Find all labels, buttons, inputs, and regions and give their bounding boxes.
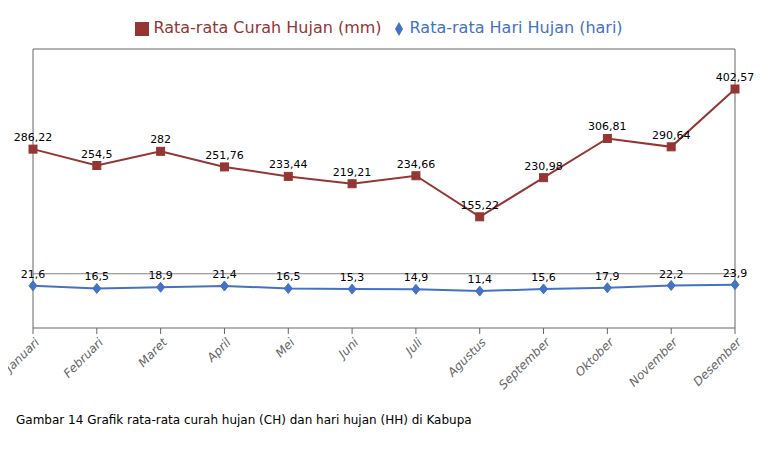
html-text:Rata-rata Curah Hujan (mm): Rata-rata Curah Hujan (mm) xyxy=(153,18,382,37)
svg-text:15,3: 15,3 xyxy=(340,271,365,284)
svg-text:Agustus: Agustus xyxy=(444,335,489,380)
svg-text:306,81: 306,81 xyxy=(588,120,627,133)
svg-text:402,57: 402,57 xyxy=(716,71,755,84)
svg-text:230,98: 230,98 xyxy=(524,160,563,173)
svg-text:16,5: 16,5 xyxy=(85,270,110,283)
svg-text:234,66: 234,66 xyxy=(397,158,436,171)
svg-text:219,21: 219,21 xyxy=(333,166,372,179)
svg-text:23,9: 23,9 xyxy=(723,267,748,280)
svg-text:September: September xyxy=(496,335,554,393)
svg-text:Februari: Februari xyxy=(61,335,107,381)
svg-text:286,22: 286,22 xyxy=(14,131,53,144)
svg-text:Juni: Juni xyxy=(334,335,361,362)
svg-text:17,9: 17,9 xyxy=(595,270,620,283)
svg-text:155,22: 155,22 xyxy=(460,199,499,212)
svg-text:Juli: Juli xyxy=(401,335,425,359)
svg-text:282: 282 xyxy=(150,133,171,146)
svg-text:11,4: 11,4 xyxy=(467,273,492,286)
svg-text:21,6: 21,6 xyxy=(21,268,46,281)
svg-text:251,76: 251,76 xyxy=(205,149,244,162)
svg-text:233,44: 233,44 xyxy=(269,158,308,171)
svg-text:14,9: 14,9 xyxy=(404,271,429,284)
svg-text:21,4: 21,4 xyxy=(212,268,237,281)
svg-text:Mei: Mei xyxy=(273,335,298,360)
svg-text:254,5: 254,5 xyxy=(81,148,113,161)
html-text:Gambar 14 Grafik rata-rata cur: Gambar 14 Grafik rata-rata curah hujan (… xyxy=(16,413,472,427)
svg-text:16,5: 16,5 xyxy=(276,270,301,283)
svg-text:18,9: 18,9 xyxy=(148,269,173,282)
svg-text:22,2: 22,2 xyxy=(659,268,684,281)
svg-text:April: April xyxy=(204,335,234,365)
svg-text:Januari: Januari xyxy=(8,335,43,376)
svg-text:Maret: Maret xyxy=(135,334,170,369)
svg-text:15,6: 15,6 xyxy=(531,271,556,284)
svg-text:November: November xyxy=(626,335,681,390)
html-text:Rata-rata Hari Hujan (hari): Rata-rata Hari Hujan (hari) xyxy=(409,18,623,37)
svg-text:Oktober: Oktober xyxy=(572,335,617,380)
svg-text:290,64: 290,64 xyxy=(652,129,691,142)
svg-text:Desember: Desember xyxy=(691,335,745,389)
